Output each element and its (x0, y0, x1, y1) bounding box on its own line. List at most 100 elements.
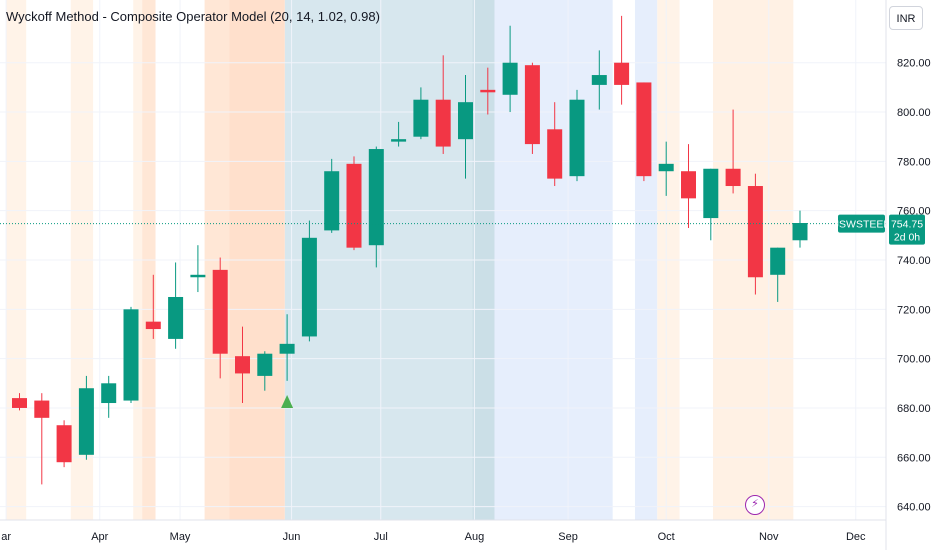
candle-body (725, 168, 741, 187)
x-tick-label: Jun (283, 531, 301, 543)
candle-body (681, 171, 696, 199)
currency-button[interactable]: INR (889, 6, 923, 30)
x-tick-label: Dec (846, 531, 866, 543)
candle-body (391, 139, 407, 142)
candle-body (235, 356, 250, 374)
candle-body (747, 186, 763, 278)
candle[interactable] (413, 87, 429, 140)
candle[interactable] (324, 158, 340, 233)
candle[interactable] (301, 220, 317, 342)
price-axis[interactable]: 640.00660.00680.00700.00720.00740.00760.… (897, 58, 931, 514)
last-price-label: 754.75 (891, 219, 923, 231)
candle[interactable] (569, 89, 585, 182)
symbol-tag-box (838, 214, 885, 233)
x-tick-label: ar (1, 531, 11, 543)
candle[interactable] (56, 420, 72, 468)
y-tick-label: 740.00 (897, 255, 931, 267)
x-tick-label: Jul (374, 531, 388, 543)
y-tick-label: 720.00 (897, 304, 931, 316)
time-axis[interactable]: ar Apr May Jun Jul Aug Sep Oct Nov Dec (1, 531, 866, 543)
candle-body (257, 353, 273, 376)
candle[interactable] (480, 67, 496, 115)
candle[interactable] (101, 375, 117, 418)
candle[interactable] (681, 144, 696, 228)
candle-body (78, 388, 94, 455)
candle-body (658, 163, 674, 172)
candle[interactable] (458, 75, 473, 179)
y-tick-label: 660.00 (897, 452, 931, 464)
candle-body (301, 237, 317, 337)
grid-lines (0, 0, 886, 520)
candle-body (279, 343, 295, 354)
candle-body (324, 171, 340, 231)
triangle-up-icon (281, 395, 294, 409)
candle[interactable] (591, 50, 607, 110)
x-tick-label: May (170, 531, 191, 543)
x-tick-label: Sep (558, 531, 578, 543)
candle-body (413, 99, 429, 137)
candle[interactable] (703, 168, 719, 241)
candle-body (435, 99, 451, 147)
candle-body (123, 309, 139, 401)
countdown-label: 2d 0h (894, 232, 920, 244)
candle[interactable] (257, 351, 273, 391)
candle[interactable] (502, 25, 518, 113)
candle-body (480, 89, 496, 93)
indicator-title: Wyckoff Method - Composite Operator Mode… (6, 9, 380, 24)
candle[interactable] (747, 173, 763, 295)
candle[interactable] (145, 274, 161, 339)
candle-body (458, 102, 473, 140)
candle-body (547, 129, 563, 179)
candle[interactable] (614, 15, 630, 105)
last-price-badge (889, 214, 925, 245)
candle[interactable] (12, 393, 27, 411)
candle-body (190, 274, 206, 278)
candle-body (368, 149, 384, 246)
candle[interactable] (636, 82, 652, 182)
candle-body (792, 223, 808, 241)
candle[interactable] (279, 314, 295, 381)
candle[interactable] (346, 156, 362, 251)
y-tick-label: 780.00 (897, 156, 931, 168)
candle-body (614, 62, 630, 85)
x-tick-label: Nov (759, 531, 779, 543)
candle-body (636, 82, 652, 177)
y-tick-label: 820.00 (897, 58, 931, 70)
candle[interactable] (725, 109, 741, 194)
candle[interactable] (770, 247, 786, 302)
candle-body (770, 247, 786, 275)
candles (12, 15, 808, 485)
candle[interactable] (168, 262, 184, 349)
candle-body (101, 383, 117, 404)
y-tick-label: 640.00 (897, 502, 931, 514)
candle[interactable] (792, 210, 808, 248)
candle[interactable] (658, 141, 674, 196)
symbol-label: JSWSTEEL (834, 219, 890, 231)
y-tick-label: 800.00 (897, 107, 931, 119)
candle[interactable] (435, 55, 451, 154)
y-tick-label: 680.00 (897, 403, 931, 415)
candle-body (145, 321, 161, 330)
candle[interactable] (391, 121, 407, 147)
x-tick-label: Oct (658, 531, 675, 543)
candle-body (591, 75, 607, 85)
y-tick-label: 700.00 (897, 354, 931, 366)
candle[interactable] (212, 257, 228, 379)
candle[interactable] (78, 375, 94, 460)
candle-body (502, 62, 518, 95)
candle[interactable] (547, 102, 563, 187)
candle-body (12, 398, 27, 408)
candle[interactable] (368, 146, 384, 268)
candle-body (34, 400, 50, 418)
candle-body (524, 65, 540, 145)
candle[interactable] (123, 306, 139, 404)
candle[interactable] (524, 62, 540, 154)
candle[interactable] (235, 326, 250, 404)
lightning-bolt-icon[interactable]: ⚡ (745, 495, 765, 515)
x-tick-label: Aug (465, 531, 485, 543)
candle[interactable] (34, 393, 50, 485)
candle[interactable] (190, 245, 206, 293)
